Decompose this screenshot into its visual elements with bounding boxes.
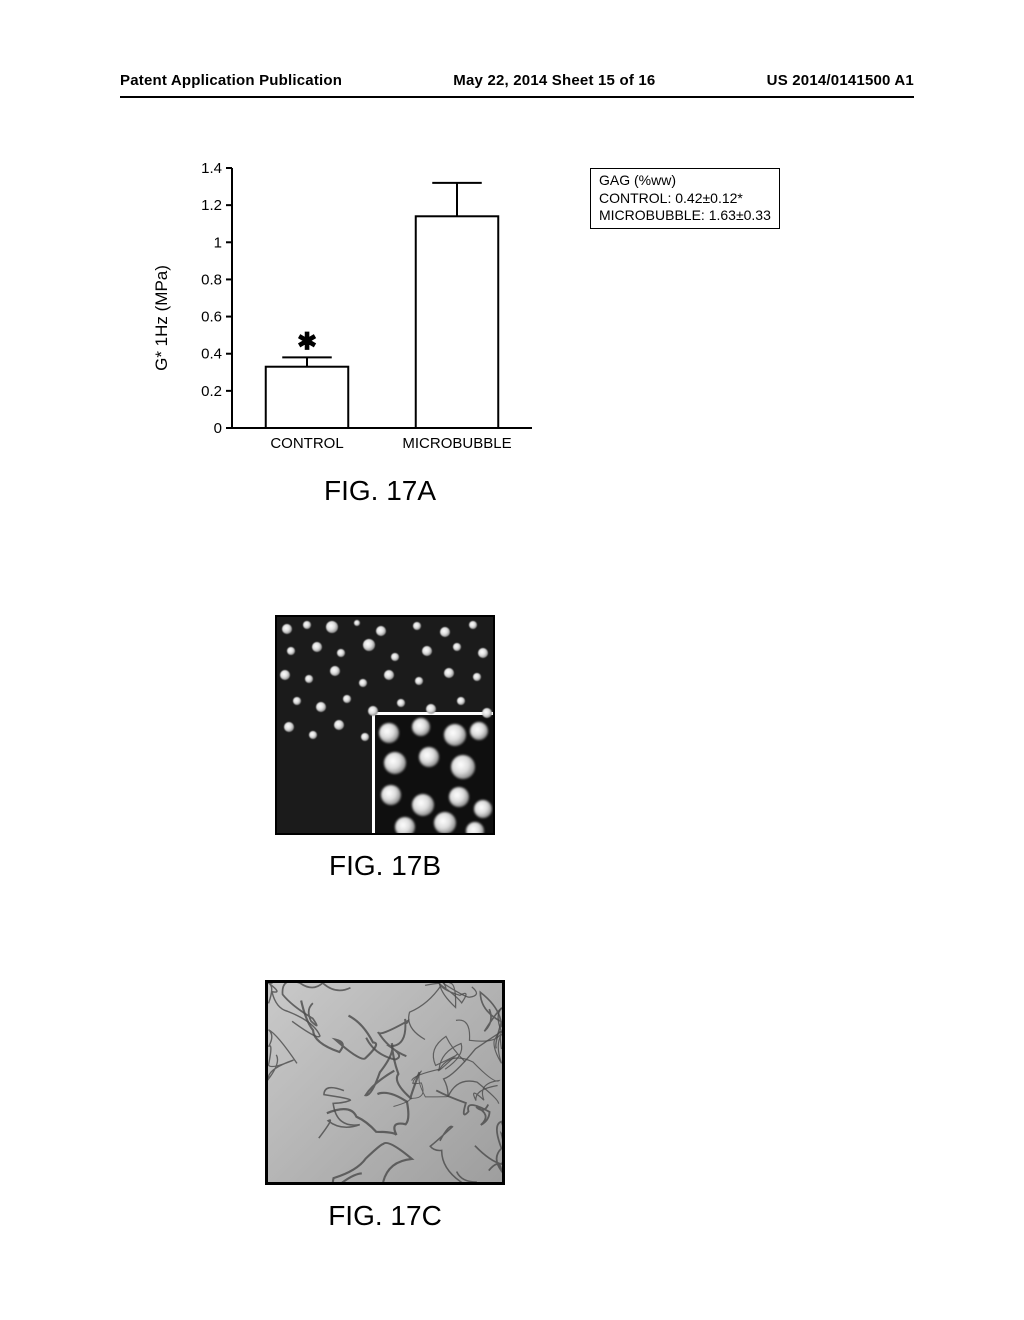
svg-text:0.2: 0.2 — [201, 383, 222, 400]
stats-line: GAG (%ww) — [599, 172, 771, 190]
fig17c-svg — [268, 983, 502, 1182]
page: Patent Application Publication May 22, 2… — [0, 0, 1024, 1320]
svg-text:1.2: 1.2 — [201, 197, 222, 214]
svg-text:0.4: 0.4 — [201, 346, 222, 363]
stats-line: MICROBUBBLE: 1.63±0.33 — [599, 207, 771, 225]
fig17a-ylabel: G* 1Hz (MPa) — [152, 265, 172, 371]
fig17b-label: FIG. 17B — [275, 850, 495, 882]
svg-text:✱: ✱ — [297, 328, 317, 355]
fig17b-inset — [372, 712, 493, 833]
svg-text:CONTROL: CONTROL — [270, 435, 343, 452]
fig17c-label: FIG. 17C — [265, 1200, 505, 1232]
svg-text:MICROBUBBLE: MICROBUBBLE — [402, 435, 511, 452]
page-header: Patent Application Publication May 22, 2… — [120, 72, 914, 89]
svg-text:1: 1 — [214, 234, 222, 251]
svg-text:0.8: 0.8 — [201, 271, 222, 288]
stats-line: CONTROL: 0.42±0.12* — [599, 190, 771, 208]
fig17a-chart: G* 1Hz (MPa) 00.20.40.60.811.21.4CONTROL… — [160, 160, 720, 480]
svg-text:0.6: 0.6 — [201, 309, 222, 326]
fig17a-label: FIG. 17A — [250, 475, 510, 507]
fig17a-stats-box: GAG (%ww)CONTROL: 0.42±0.12*MICROBUBBLE:… — [590, 168, 780, 229]
svg-text:0: 0 — [214, 420, 222, 437]
fig17c-micrograph — [265, 980, 505, 1185]
svg-text:1.4: 1.4 — [201, 160, 222, 177]
fig17a-svg: 0 0.2 0.4 0.6 0.8 1 1.2 1.4 CONTROL ✱ MICROBUBBLE — [160, 160, 580, 476]
header-right: US 2014/0141500 A1 — [767, 72, 914, 89]
fig17b-micrograph — [275, 615, 495, 835]
header-left: Patent Application Publication — [120, 72, 342, 89]
header-center: May 22, 2014 Sheet 15 of 16 — [453, 72, 655, 89]
header-rule — [120, 96, 914, 98]
